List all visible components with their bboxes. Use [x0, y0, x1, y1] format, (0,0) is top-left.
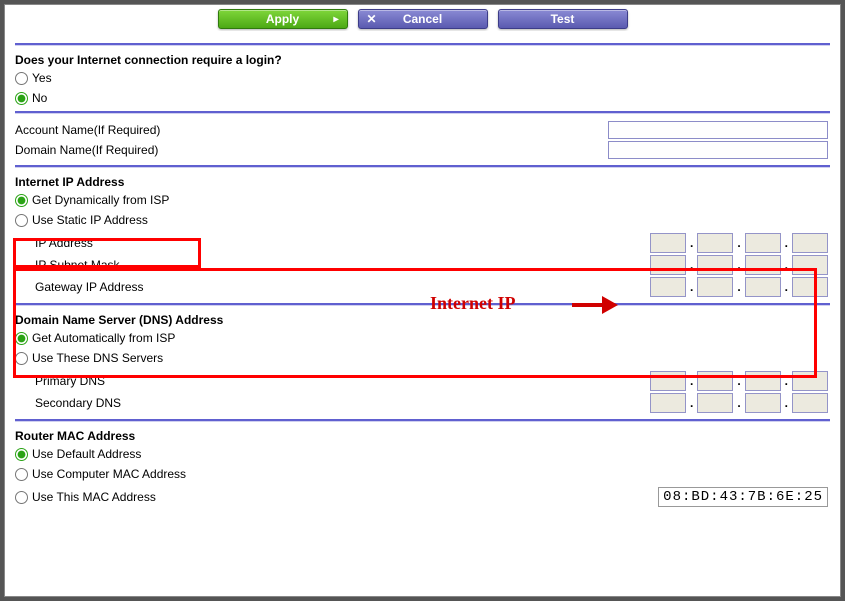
mac-default-label: Use Default Address [32, 447, 141, 461]
annotation-label: Internet IP [430, 293, 515, 314]
cancel-button[interactable]: ✕ Cancel [358, 9, 488, 29]
ip-oct-4[interactable] [792, 233, 828, 253]
sdns-oct-3[interactable] [745, 393, 781, 413]
separator [15, 111, 830, 113]
account-name-row: Account Name(If Required) [15, 121, 830, 139]
test-button-label: Test [551, 12, 575, 26]
ip-dynamic-radio[interactable] [15, 194, 28, 207]
ip-dynamic-label: Get Dynamically from ISP [32, 193, 169, 207]
login-no-label: No [32, 91, 47, 105]
ip-dynamic-row[interactable]: Get Dynamically from ISP [15, 193, 830, 207]
login-yes-label: Yes [32, 71, 52, 85]
mac-this-radio-row[interactable]: Use This MAC Address [15, 490, 156, 504]
mac-computer-label: Use Computer MAC Address [32, 467, 186, 481]
ip-section-title: Internet IP Address [15, 175, 830, 189]
domain-name-label: Domain Name(If Required) [15, 143, 158, 157]
domain-name-row: Domain Name(If Required) [15, 141, 830, 159]
ip-oct-2[interactable] [697, 233, 733, 253]
ip-address-input-group: . . . [650, 233, 828, 253]
login-yes-radio[interactable] [15, 72, 28, 85]
apply-button[interactable]: Apply ▸ [218, 9, 348, 29]
mac-computer-radio[interactable] [15, 468, 28, 481]
mac-section-title: Router MAC Address [15, 429, 830, 443]
apply-arrow-icon: ▸ [333, 14, 338, 25]
test-button[interactable]: Test [498, 9, 628, 29]
ip-static-row[interactable]: Use Static IP Address [15, 213, 830, 227]
separator [15, 43, 830, 45]
ip-oct-1[interactable] [650, 233, 686, 253]
ip-oct-3[interactable] [745, 233, 781, 253]
account-name-label: Account Name(If Required) [15, 123, 160, 137]
ip-static-radio[interactable] [15, 214, 28, 227]
separator [15, 165, 830, 167]
sdns-oct-2[interactable] [697, 393, 733, 413]
secondary-dns-row: Secondary DNS . . . [15, 393, 830, 413]
toolbar: Apply ▸ ✕ Cancel Test [5, 5, 840, 31]
mac-this-row: Use This MAC Address 08:BD:43:7B:6E:25 [15, 487, 830, 507]
login-section-title: Does your Internet connection require a … [15, 53, 830, 67]
secondary-dns-label: Secondary DNS [35, 396, 121, 410]
ip-static-label: Use Static IP Address [32, 213, 148, 227]
annotation-highlight-big [13, 268, 817, 378]
mac-default-row[interactable]: Use Default Address [15, 447, 830, 461]
account-name-input[interactable] [608, 121, 828, 139]
mac-computer-row[interactable]: Use Computer MAC Address [15, 467, 830, 481]
domain-name-input[interactable] [608, 141, 828, 159]
sdns-oct-1[interactable] [650, 393, 686, 413]
separator [15, 419, 830, 421]
settings-scroll-area[interactable]: Does your Internet connection require a … [5, 31, 840, 596]
mac-address-value[interactable]: 08:BD:43:7B:6E:25 [658, 487, 828, 507]
apply-button-label: Apply [266, 12, 299, 26]
login-yes-row[interactable]: Yes [15, 71, 830, 85]
annotation-arrow-icon [570, 293, 620, 317]
login-no-radio[interactable] [15, 92, 28, 105]
secondary-dns-input-group: . . . [650, 393, 828, 413]
cancel-x-icon: ✕ [367, 12, 377, 26]
cancel-button-label: Cancel [403, 12, 442, 26]
mac-default-radio[interactable] [15, 448, 28, 461]
login-no-row[interactable]: No [15, 91, 830, 105]
mac-this-label: Use This MAC Address [32, 490, 156, 504]
mac-this-radio[interactable] [15, 491, 28, 504]
sdns-oct-4[interactable] [792, 393, 828, 413]
annotation-highlight-small [13, 238, 201, 268]
